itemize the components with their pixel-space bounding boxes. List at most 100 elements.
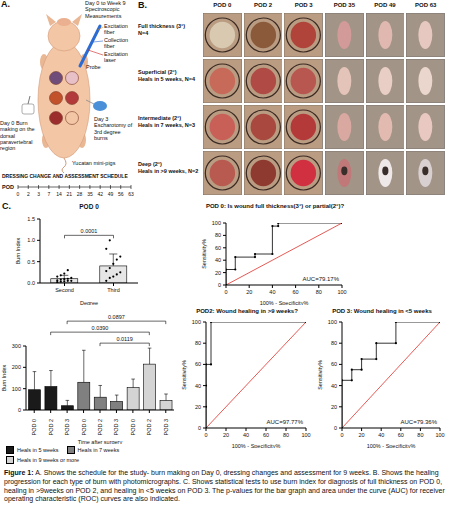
- svg-text:Third: Third: [107, 287, 120, 293]
- svg-text:200: 200: [12, 364, 21, 370]
- svg-text:POD 0: POD 0: [31, 419, 37, 436]
- svg-text:20: 20: [359, 432, 365, 438]
- svg-text:56: 56: [118, 191, 124, 197]
- svg-text:0.0: 0.0: [27, 280, 35, 286]
- html-text:Probe: Probe: [86, 64, 101, 70]
- svg-text:80: 80: [283, 432, 289, 438]
- svg-text:100% - Specificity%: 100% - Specificity%: [232, 443, 281, 448]
- svg-text:0: 0: [340, 432, 343, 438]
- svg-text:40: 40: [378, 432, 384, 438]
- svg-text:49: 49: [108, 191, 114, 197]
- svg-text:40: 40: [331, 383, 337, 389]
- svg-text:100% - Specificity%: 100% - Specificity%: [260, 300, 309, 305]
- html-text:Heals in >9 weeks, N=2: Heals in >9 weeks, N=2: [138, 167, 199, 174]
- svg-text:300: 300: [12, 343, 21, 349]
- html-text:DRESSING CHANGE AND ASSESSMENT: DRESSING CHANGE AND ASSESSMENT SCHEDULE: [2, 173, 128, 179]
- svg-text:20: 20: [195, 404, 201, 410]
- svg-text:40: 40: [215, 257, 221, 263]
- svg-text:14: 14: [56, 191, 62, 197]
- svg-text:Time after surgery: Time after surgery: [78, 439, 123, 444]
- svg-text:100: 100: [192, 319, 201, 325]
- svg-text:0.0897: 0.0897: [108, 314, 125, 320]
- svg-text:100: 100: [12, 386, 21, 392]
- svg-text:20: 20: [215, 270, 221, 276]
- svg-text:0: 0: [18, 407, 21, 413]
- svg-text:POD 3: POD 3: [163, 419, 169, 436]
- svg-text:0.0119: 0.0119: [116, 336, 132, 342]
- svg-text:0: 0: [204, 432, 207, 438]
- svg-text:1.5: 1.5: [27, 216, 35, 222]
- svg-text:60: 60: [263, 432, 269, 438]
- svg-text:0.5: 0.5: [27, 259, 35, 265]
- svg-text:POD 3: POD 3: [64, 419, 70, 436]
- svg-text:POD 3: POD 3: [113, 419, 119, 436]
- html-text:N=4: N=4: [138, 29, 149, 36]
- svg-text:100% - Specificity%: 100% - Specificity%: [367, 443, 416, 448]
- svg-text:35: 35: [87, 191, 93, 197]
- html-text:Excitation fiber: Excitation fiber: [104, 23, 128, 36]
- html-text:Sensitivity%: Sensitivity%: [201, 239, 208, 269]
- svg-text:100: 100: [337, 289, 346, 295]
- html-text:C.: C.: [2, 201, 11, 211]
- svg-text:POD 2: POD 2: [146, 419, 152, 436]
- svg-text:40: 40: [243, 432, 249, 438]
- html-text:Day 0 Burn making on the dorsa: Day 0 Burn making on the dorsal paravert…: [0, 120, 35, 152]
- html-text:POD 0: POD 0: [79, 203, 99, 210]
- svg-text:28: 28: [77, 191, 83, 197]
- svg-text:100: 100: [435, 432, 444, 438]
- svg-text:0: 0: [198, 425, 201, 431]
- svg-text:60: 60: [331, 361, 337, 367]
- svg-text:60: 60: [195, 361, 201, 367]
- svg-text:0: 0: [17, 191, 20, 197]
- svg-text:60: 60: [215, 245, 221, 251]
- html-text:Collection fiber: Collection fiber: [104, 37, 129, 50]
- html-text:Heals in 7 weeks, N=3: Heals in 7 weeks, N=3: [138, 121, 195, 128]
- svg-text:POD: POD: [2, 184, 14, 190]
- svg-text:80: 80: [331, 340, 337, 346]
- svg-text:0: 0: [224, 289, 227, 295]
- svg-text:42: 42: [97, 191, 103, 197]
- svg-text:0.0001: 0.0001: [81, 228, 98, 234]
- html-text:Figure 1: A. Shows the schedul: Figure 1: A. Shows the schedule for the …: [4, 469, 445, 503]
- svg-text:0: 0: [218, 282, 221, 288]
- svg-text:POD 0: POD 0: [130, 419, 136, 436]
- svg-text:2: 2: [27, 191, 30, 197]
- svg-text:21: 21: [67, 191, 73, 197]
- html-text:B.: B.: [138, 0, 147, 10]
- svg-text:80: 80: [215, 232, 221, 238]
- svg-text:63: 63: [128, 191, 134, 197]
- svg-text:100: 100: [328, 319, 337, 325]
- svg-text:100: 100: [301, 432, 310, 438]
- html-text:Day 3 Escharotomy of 3rd degre: Day 3 Escharotomy of 3rd degree burns: [94, 116, 133, 141]
- html-text:Heals in 5 weeks, N=4: Heals in 5 weeks, N=4: [138, 75, 195, 82]
- html-text:Day 0 to Week 9 Spectroscopic: Day 0 to Week 9 Spectroscopic Measuremen…: [85, 0, 126, 19]
- svg-text:60: 60: [398, 432, 404, 438]
- svg-text:20: 20: [331, 404, 337, 410]
- svg-text:60: 60: [293, 289, 299, 295]
- html-text:Sensitivity%: Sensitivity%: [181, 360, 188, 390]
- html-text:Sensitivity%: Sensitivity%: [317, 360, 324, 390]
- svg-text:3: 3: [37, 191, 40, 197]
- html-text:Yucatan mini-pigs: Yucatan mini-pigs: [72, 160, 116, 166]
- svg-text:20: 20: [246, 289, 252, 295]
- svg-text:80: 80: [316, 289, 322, 295]
- svg-text:20: 20: [223, 432, 229, 438]
- html-text:Burn Index: Burn Index: [15, 237, 22, 265]
- svg-text:1.0: 1.0: [27, 237, 35, 243]
- svg-text:POD 0: POD 0: [81, 419, 87, 436]
- svg-text:Second: Second: [55, 287, 74, 293]
- svg-text:80: 80: [417, 432, 423, 438]
- svg-text:40: 40: [269, 289, 275, 295]
- html-text:A.: A.: [1, 0, 10, 9]
- svg-text:100: 100: [212, 220, 221, 226]
- svg-text:POD 2: POD 2: [48, 419, 54, 436]
- svg-text:0.0390: 0.0390: [92, 325, 109, 331]
- svg-text:Degree: Degree: [80, 300, 98, 305]
- svg-text:80: 80: [195, 340, 201, 346]
- svg-text:0: 0: [334, 425, 337, 431]
- svg-text:POD 2: POD 2: [97, 419, 103, 436]
- html-text:Burn Index: Burn Index: [1, 364, 8, 392]
- html-text:Excitation laser: Excitation laser: [104, 51, 128, 64]
- svg-text:7: 7: [47, 191, 50, 197]
- svg-text:40: 40: [195, 383, 201, 389]
